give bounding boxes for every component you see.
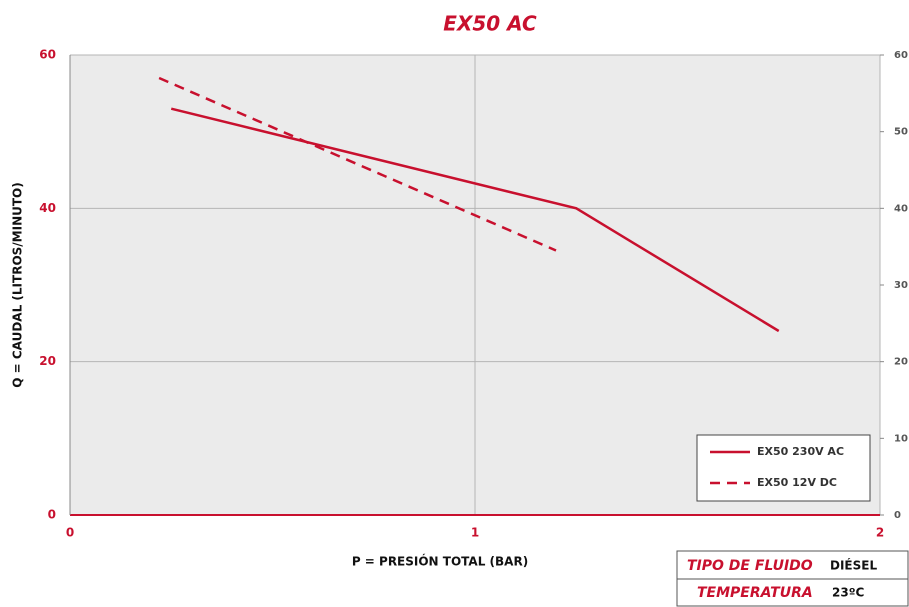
- table-row: [676, 550, 909, 580]
- legend: EX50 230V AC EX50 12V DC: [696, 434, 871, 502]
- y2-tick-label: 0: [894, 510, 901, 521]
- table-value: 23ºC: [832, 586, 864, 600]
- y-tick-label: 60: [39, 48, 56, 62]
- table-key: TEMPERATURA: [697, 585, 813, 601]
- legend-label: EX50 230V AC: [757, 445, 844, 458]
- legend-box: [696, 434, 871, 502]
- table-key: TIPO DE FLUIDO: [687, 558, 813, 574]
- y2-tick-label: 10: [894, 433, 908, 444]
- table-value: DIÉSEL: [830, 558, 877, 573]
- x-axis-label: P = PRESIÓN TOTAL (BAR): [352, 554, 528, 569]
- y-axis-label: Q = CAUDAL (LITROS/MINUTO): [11, 182, 25, 387]
- x-tick-label: 2: [876, 526, 884, 540]
- legend-label: EX50 12V DC: [757, 476, 837, 489]
- y2-tick-label: 60: [894, 50, 908, 61]
- x-tick-label: 1: [471, 526, 479, 540]
- y-tick-label: 0: [48, 508, 56, 522]
- y2-tick-label: 50: [894, 127, 908, 138]
- table-row: [676, 578, 909, 607]
- series-line: [158, 76, 557, 252]
- chart-title: EX50 AC: [443, 12, 537, 36]
- y2-tick-label: 30: [894, 280, 908, 291]
- y2-tick-label: 20: [894, 357, 908, 368]
- y2-tick-label: 40: [894, 203, 908, 214]
- info-table: TIPO DE FLUIDO DIÉSEL TEMPERATURA 23ºC: [676, 550, 909, 607]
- y-tick-label: 40: [39, 201, 56, 215]
- x-tick-label: 0: [66, 526, 74, 540]
- y-tick-label: 20: [39, 354, 56, 368]
